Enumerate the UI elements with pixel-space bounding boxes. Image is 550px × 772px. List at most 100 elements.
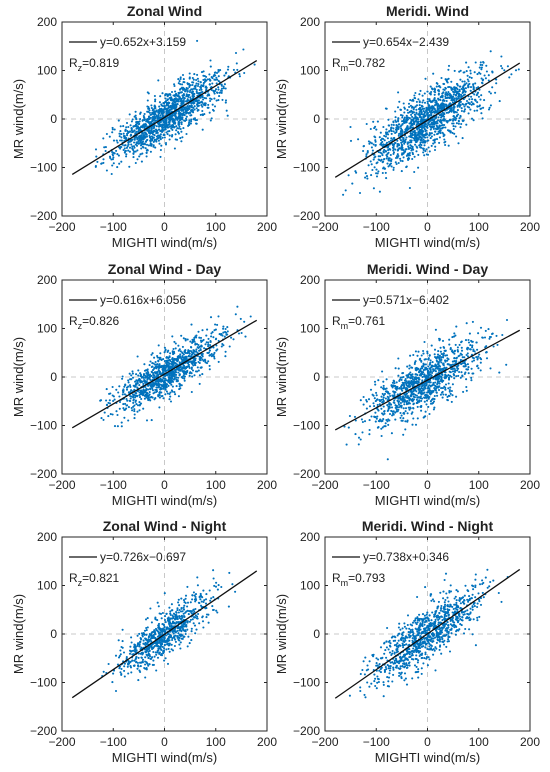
scatter-point <box>370 163 373 166</box>
scatter-point <box>162 386 165 390</box>
scatter-point <box>151 132 154 135</box>
scatter-point <box>372 402 375 405</box>
scatter-point <box>434 385 437 388</box>
scatter-point <box>140 160 143 163</box>
scatter-point <box>450 368 453 371</box>
scatter-point <box>174 133 177 136</box>
scatter-point <box>488 90 491 93</box>
y-axis-label: MR wind(m/s) <box>11 337 26 417</box>
scatter-point <box>447 387 450 390</box>
scatter-point <box>363 420 367 423</box>
scatter-point <box>188 123 191 127</box>
scatter-point <box>215 82 218 85</box>
scatter-point <box>365 400 368 403</box>
scatter-point <box>179 137 182 140</box>
scatter-point <box>395 381 398 384</box>
scatter-point <box>168 138 171 141</box>
scatter-point <box>201 105 204 108</box>
scatter-point <box>422 363 426 366</box>
scatter-point <box>402 417 405 420</box>
scatter-point <box>481 117 484 120</box>
scatter-point <box>184 338 187 341</box>
scatter-point <box>139 153 142 156</box>
scatter-point <box>404 410 407 413</box>
scatter-point <box>148 111 151 114</box>
scatter-point <box>122 125 125 128</box>
scatter-point <box>451 101 454 104</box>
scatter-point <box>408 117 411 120</box>
scatter-point <box>175 105 178 108</box>
scatter-point <box>433 406 436 409</box>
scatter-point <box>209 340 212 344</box>
scatter-point <box>479 63 482 66</box>
scatter-point <box>390 165 393 168</box>
scatter-point <box>176 380 179 383</box>
scatter-point <box>418 100 421 103</box>
scatter-point <box>437 388 441 392</box>
scatter-point <box>412 417 415 420</box>
scatter-point <box>168 376 171 379</box>
scatter-point <box>147 394 150 397</box>
scatter-point <box>113 398 116 401</box>
scatter-point <box>184 357 187 360</box>
scatter-point <box>181 109 184 112</box>
scatter-point <box>184 371 187 374</box>
scatter-point <box>455 325 458 328</box>
scatter-point <box>409 381 412 384</box>
scatter-point <box>480 81 484 84</box>
scatter-point <box>426 136 429 139</box>
scatter-point <box>458 117 461 120</box>
scatter-point <box>394 411 397 414</box>
scatter-point <box>381 392 384 395</box>
scatter-point <box>140 397 143 401</box>
scatter-point <box>432 408 435 411</box>
scatter-point <box>476 105 479 108</box>
scatter-point <box>146 99 149 102</box>
scatter-point <box>372 158 375 161</box>
scatter-point <box>457 122 460 125</box>
scatter-point <box>431 398 434 401</box>
scatter-point <box>403 118 406 121</box>
scatter-point <box>129 385 132 388</box>
scatter-point <box>150 106 153 110</box>
scatter-point <box>442 354 445 357</box>
scatter-point <box>195 122 198 125</box>
scatter-point <box>212 90 216 93</box>
scatter-point <box>402 102 405 105</box>
scatter-point <box>203 74 206 78</box>
scatter-point <box>365 122 368 126</box>
scatter-point <box>132 125 135 128</box>
scatter-point <box>145 151 148 154</box>
scatter-point <box>485 357 489 360</box>
scatter-point <box>423 373 426 376</box>
scatter-point <box>242 48 245 51</box>
y-tick-label: −100 <box>293 161 320 175</box>
scatter-point <box>387 133 390 136</box>
scatter-point <box>132 156 135 159</box>
scatter-point <box>449 392 452 395</box>
scatter-point <box>147 396 150 399</box>
scatter-point <box>456 346 459 349</box>
scatter-point <box>143 379 146 382</box>
scatter-point <box>444 78 447 81</box>
scatter-point <box>177 349 180 352</box>
scatter-point <box>422 147 425 150</box>
scatter-point <box>401 147 404 150</box>
scatter-point <box>423 154 426 157</box>
scatter-point <box>452 122 455 125</box>
scatter-point <box>469 69 472 72</box>
scatter-point <box>383 139 386 142</box>
scatter-point <box>422 416 425 419</box>
scatter-point <box>125 155 128 158</box>
scatter-point <box>447 382 450 385</box>
scatter-point <box>133 413 136 416</box>
scatter-point <box>152 140 155 143</box>
scatter-point <box>408 154 411 157</box>
scatter-point <box>214 88 218 91</box>
scatter-point <box>444 140 447 143</box>
scatter-point <box>173 114 176 117</box>
scatter-point <box>139 391 142 394</box>
scatter-point <box>144 140 147 143</box>
scatter-point <box>180 121 183 124</box>
scatter-point <box>501 67 504 70</box>
